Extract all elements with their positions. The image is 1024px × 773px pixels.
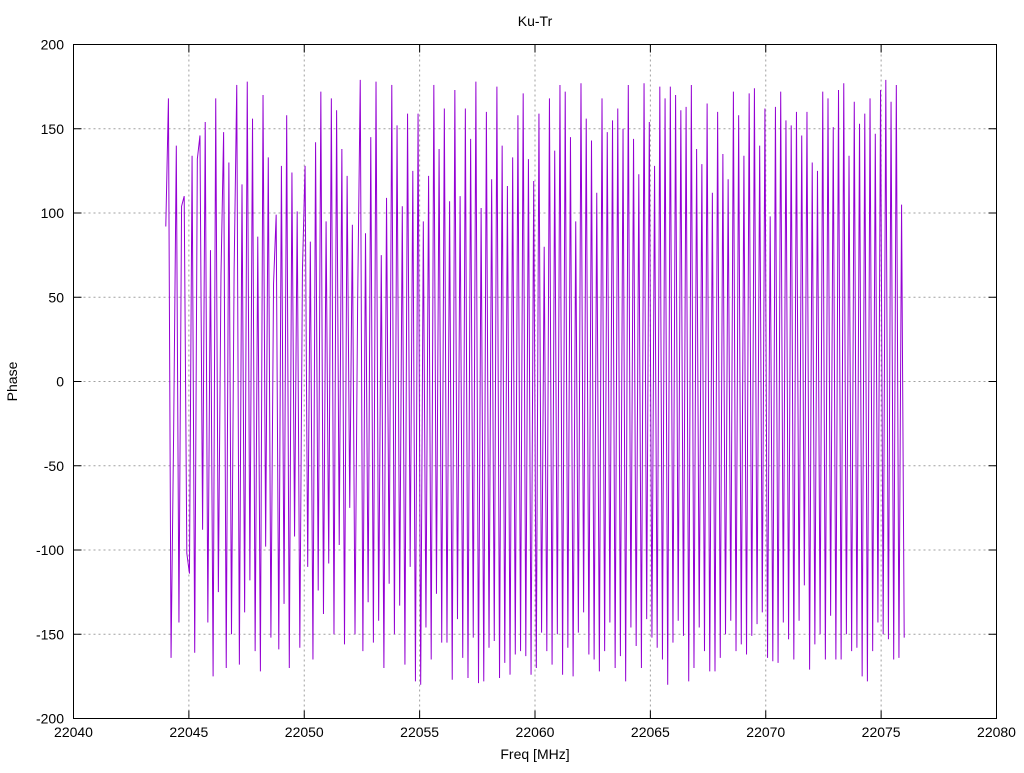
- y-tick-label: -50: [44, 458, 64, 474]
- x-tick-label: 22065: [631, 724, 670, 740]
- x-tick-label: 22040: [54, 724, 93, 740]
- x-tick-label: 22080: [977, 724, 1016, 740]
- plot-layer: [165, 79, 905, 685]
- phase-series-line: [165, 79, 905, 685]
- y-axis-label: Phase: [4, 361, 20, 401]
- x-tick-label: 22060: [516, 724, 555, 740]
- y-tick-label: -200: [36, 711, 64, 727]
- x-tick-label: 22070: [746, 724, 785, 740]
- x-axis-label: Freq [MHz]: [500, 746, 569, 762]
- y-tick-label: 0: [56, 374, 64, 390]
- chart-title: Ku-Tr: [518, 13, 553, 29]
- y-tick-label: 150: [41, 121, 65, 137]
- y-tick-label: 50: [48, 289, 64, 305]
- x-tick-label: 22050: [285, 724, 324, 740]
- x-tick-label: 22075: [862, 724, 901, 740]
- y-tick-label: 100: [41, 205, 65, 221]
- y-tick-label: 200: [41, 37, 65, 53]
- y-tick-label: -100: [36, 542, 64, 558]
- x-tick-label: 22055: [400, 724, 439, 740]
- x-tick-label: 22045: [169, 724, 208, 740]
- y-tick-label: -150: [36, 626, 64, 642]
- tick-layer: 22040 22045 22050 22055 22060 22065 22070 22075…: [36, 37, 1016, 741]
